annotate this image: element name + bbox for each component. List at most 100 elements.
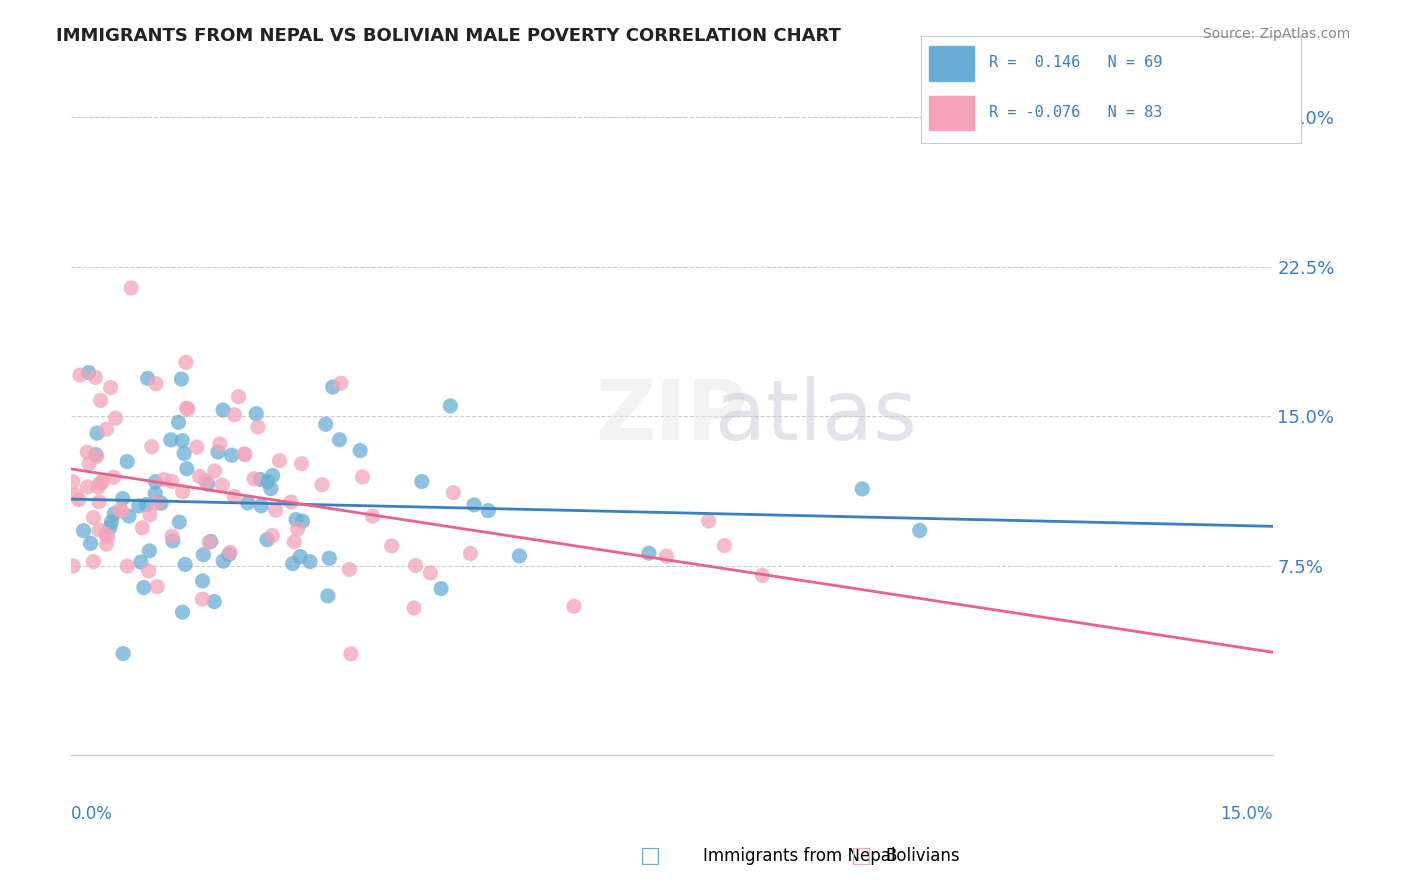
- Point: [202, 594, 225, 608]
- Point: [212, 403, 235, 417]
- Point: [193, 548, 215, 562]
- Text: R = -0.076   N = 83: R = -0.076 N = 83: [990, 105, 1163, 120]
- Point: [111, 491, 134, 506]
- Point: [91, 475, 114, 489]
- Point: [402, 601, 425, 615]
- Point: [204, 464, 226, 478]
- Point: [172, 605, 194, 619]
- Point: [655, 549, 678, 564]
- Point: [260, 482, 283, 496]
- Point: [174, 558, 197, 572]
- Point: [291, 514, 314, 528]
- Point: [269, 453, 291, 467]
- Point: [62, 475, 84, 489]
- Point: [322, 380, 344, 394]
- Point: [141, 440, 163, 454]
- Point: [218, 547, 240, 561]
- Point: [167, 415, 190, 429]
- Text: 0.0%: 0.0%: [72, 805, 112, 822]
- Point: [298, 555, 321, 569]
- Point: [236, 496, 259, 510]
- Point: [200, 534, 222, 549]
- Point: [441, 485, 464, 500]
- Point: [311, 477, 333, 491]
- Point: [86, 426, 108, 441]
- Point: [250, 499, 273, 513]
- Point: [136, 371, 159, 385]
- Point: [172, 484, 194, 499]
- Point: [100, 515, 122, 529]
- Point: [224, 490, 246, 504]
- Point: [340, 647, 363, 661]
- Point: [89, 476, 111, 491]
- Text: Immigrants from Nepal: Immigrants from Nepal: [703, 847, 896, 865]
- Point: [328, 433, 350, 447]
- Point: [207, 445, 229, 459]
- Point: [339, 562, 361, 576]
- Point: [281, 557, 304, 571]
- Point: [430, 582, 453, 596]
- Point: [120, 281, 142, 295]
- Point: [221, 448, 243, 462]
- Point: [186, 440, 208, 454]
- Point: [86, 450, 108, 464]
- Point: [103, 470, 125, 484]
- Point: [233, 447, 256, 461]
- Point: [72, 524, 94, 538]
- Point: [318, 551, 340, 566]
- Point: [76, 445, 98, 459]
- Point: [176, 401, 198, 416]
- Point: [96, 537, 118, 551]
- Point: [460, 546, 482, 560]
- Point: [172, 434, 194, 448]
- Bar: [928, 95, 974, 130]
- Point: [169, 515, 191, 529]
- Point: [208, 437, 231, 451]
- Point: [262, 468, 284, 483]
- Point: [67, 492, 90, 507]
- Point: [117, 559, 139, 574]
- Point: [104, 411, 127, 425]
- Point: [211, 478, 233, 492]
- Text: R =  0.146   N = 69: R = 0.146 N = 69: [990, 55, 1163, 70]
- Point: [177, 402, 200, 417]
- Text: Source: ZipAtlas.com: Source: ZipAtlas.com: [1202, 27, 1350, 41]
- Text: Bolivians: Bolivians: [886, 847, 960, 865]
- Point: [152, 473, 174, 487]
- Point: [62, 559, 84, 574]
- Point: [233, 448, 256, 462]
- Point: [162, 533, 184, 548]
- Point: [508, 549, 530, 563]
- Point: [84, 370, 107, 384]
- Point: [352, 470, 374, 484]
- Text: 15.0%: 15.0%: [1220, 805, 1272, 822]
- Point: [174, 355, 197, 369]
- Point: [329, 376, 352, 391]
- Point: [419, 566, 441, 580]
- Point: [82, 555, 104, 569]
- Point: [160, 475, 183, 489]
- Point: [439, 399, 461, 413]
- Point: [82, 510, 104, 524]
- Point: [139, 508, 162, 522]
- Point: [160, 529, 183, 543]
- Point: [411, 475, 433, 489]
- Point: [290, 549, 312, 564]
- Point: [256, 533, 278, 547]
- Point: [145, 376, 167, 391]
- Point: [463, 498, 485, 512]
- Point: [90, 393, 112, 408]
- Text: IMMIGRANTS FROM NEPAL VS BOLIVIAN MALE POVERTY CORRELATION CHART: IMMIGRANTS FROM NEPAL VS BOLIVIAN MALE P…: [56, 27, 841, 45]
- Point: [191, 574, 214, 588]
- Point: [146, 580, 169, 594]
- Point: [87, 523, 110, 537]
- Point: [69, 368, 91, 383]
- Point: [228, 390, 250, 404]
- Point: [638, 546, 661, 560]
- Point: [713, 539, 735, 553]
- Text: □: □: [851, 847, 872, 866]
- Point: [87, 495, 110, 509]
- Point: [150, 496, 173, 510]
- Point: [751, 568, 773, 582]
- Point: [191, 592, 214, 607]
